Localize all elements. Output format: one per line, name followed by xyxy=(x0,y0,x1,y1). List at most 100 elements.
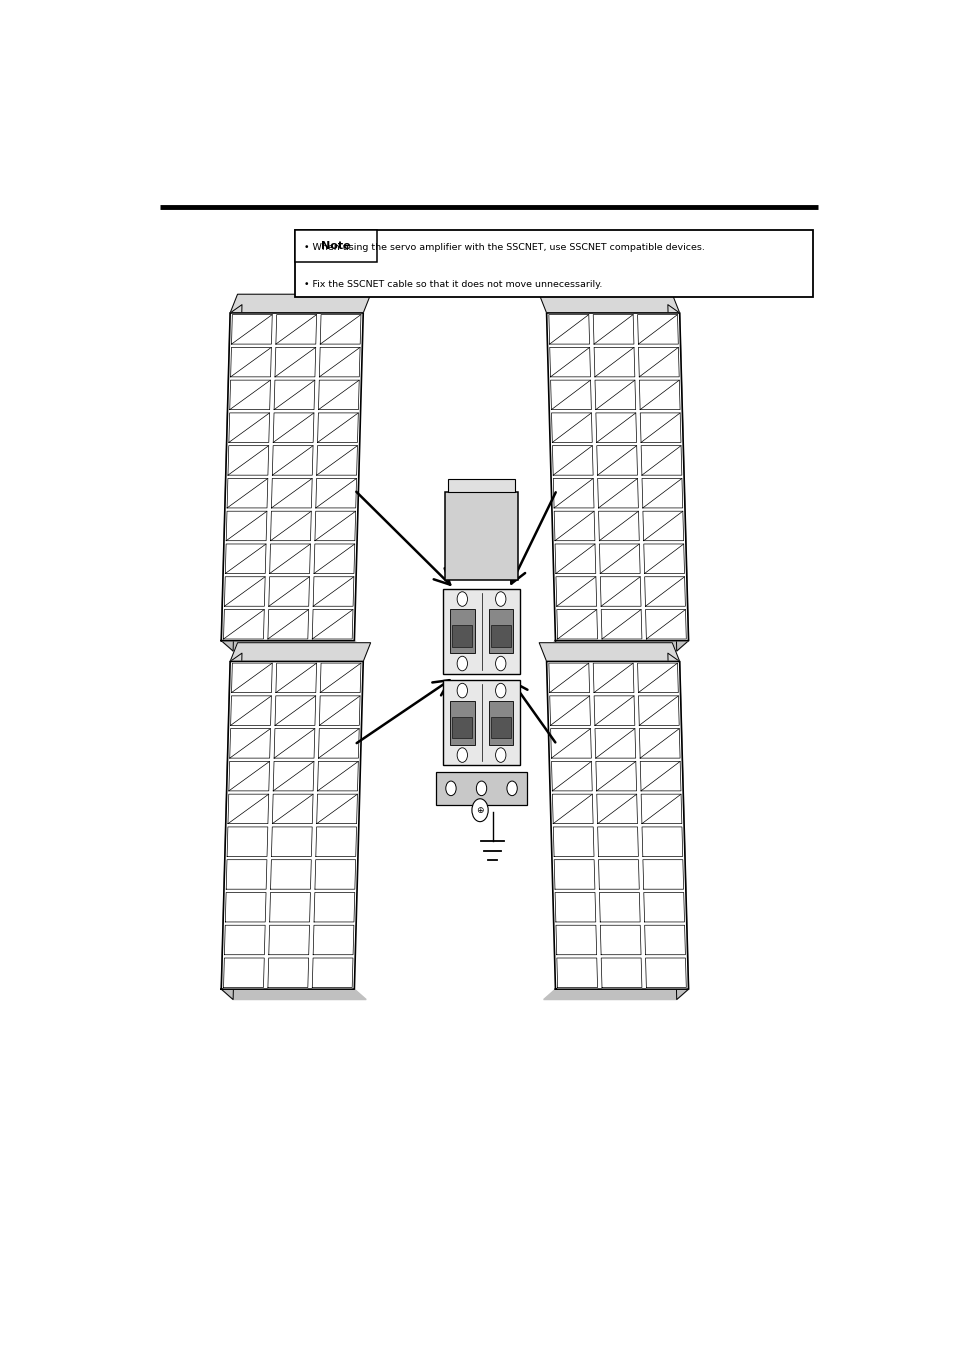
Polygon shape xyxy=(543,989,688,1000)
Polygon shape xyxy=(639,413,680,442)
Bar xyxy=(452,716,472,739)
Polygon shape xyxy=(553,478,594,508)
Polygon shape xyxy=(320,315,360,345)
Polygon shape xyxy=(639,762,680,790)
Polygon shape xyxy=(314,511,355,540)
Polygon shape xyxy=(268,958,309,988)
Polygon shape xyxy=(551,413,592,442)
Bar xyxy=(452,626,472,647)
Polygon shape xyxy=(272,794,313,824)
Circle shape xyxy=(495,657,505,671)
Polygon shape xyxy=(314,544,355,573)
Polygon shape xyxy=(642,511,683,540)
Polygon shape xyxy=(600,609,641,639)
Polygon shape xyxy=(230,380,271,409)
Polygon shape xyxy=(221,304,242,651)
Polygon shape xyxy=(315,478,356,508)
Polygon shape xyxy=(221,662,363,989)
Polygon shape xyxy=(274,347,315,377)
Polygon shape xyxy=(599,925,640,955)
Polygon shape xyxy=(270,893,310,921)
Polygon shape xyxy=(593,663,634,693)
Polygon shape xyxy=(638,347,679,377)
Polygon shape xyxy=(556,577,596,607)
Polygon shape xyxy=(639,728,679,758)
Polygon shape xyxy=(638,696,679,725)
Polygon shape xyxy=(597,827,638,857)
Polygon shape xyxy=(271,859,311,889)
Polygon shape xyxy=(274,728,314,758)
Bar xyxy=(488,609,513,653)
Polygon shape xyxy=(594,347,634,377)
Circle shape xyxy=(456,592,467,607)
Polygon shape xyxy=(641,827,682,857)
Polygon shape xyxy=(594,696,634,725)
Circle shape xyxy=(495,748,505,762)
Polygon shape xyxy=(557,958,597,988)
Polygon shape xyxy=(227,827,268,857)
Polygon shape xyxy=(645,609,685,639)
Polygon shape xyxy=(317,762,358,790)
Polygon shape xyxy=(548,315,589,345)
Polygon shape xyxy=(637,663,678,693)
Polygon shape xyxy=(597,478,638,508)
Text: Note: Note xyxy=(321,240,351,251)
Polygon shape xyxy=(271,511,311,540)
Polygon shape xyxy=(644,577,684,607)
Polygon shape xyxy=(597,794,637,824)
Polygon shape xyxy=(312,958,353,988)
Polygon shape xyxy=(221,313,363,640)
Polygon shape xyxy=(600,958,641,988)
Polygon shape xyxy=(223,609,264,639)
Polygon shape xyxy=(645,958,685,988)
Polygon shape xyxy=(224,577,265,607)
Bar xyxy=(442,589,519,674)
Polygon shape xyxy=(546,313,688,640)
Polygon shape xyxy=(640,446,681,476)
Polygon shape xyxy=(275,663,316,693)
Polygon shape xyxy=(667,653,688,1000)
Polygon shape xyxy=(227,478,268,508)
Polygon shape xyxy=(273,413,314,442)
Polygon shape xyxy=(221,653,242,1000)
Polygon shape xyxy=(229,762,270,790)
Polygon shape xyxy=(224,925,265,955)
Circle shape xyxy=(445,781,456,796)
Polygon shape xyxy=(549,696,590,725)
Polygon shape xyxy=(599,577,640,607)
Polygon shape xyxy=(598,511,639,540)
Circle shape xyxy=(495,684,505,698)
Polygon shape xyxy=(637,315,678,345)
Polygon shape xyxy=(550,380,591,409)
Polygon shape xyxy=(643,893,684,921)
Bar xyxy=(450,701,474,744)
Polygon shape xyxy=(314,859,355,889)
Polygon shape xyxy=(232,315,272,345)
Polygon shape xyxy=(641,478,682,508)
Polygon shape xyxy=(315,827,356,857)
Polygon shape xyxy=(230,728,271,758)
Polygon shape xyxy=(555,544,596,573)
Polygon shape xyxy=(228,446,269,476)
Polygon shape xyxy=(548,663,589,693)
Polygon shape xyxy=(552,794,593,824)
Bar xyxy=(450,609,474,653)
Polygon shape xyxy=(230,643,370,662)
Polygon shape xyxy=(272,446,313,476)
Polygon shape xyxy=(554,859,595,889)
Polygon shape xyxy=(644,925,684,955)
Polygon shape xyxy=(225,893,266,921)
Circle shape xyxy=(472,798,488,821)
Polygon shape xyxy=(272,478,312,508)
Polygon shape xyxy=(667,304,688,651)
Polygon shape xyxy=(320,663,360,693)
Polygon shape xyxy=(555,893,596,921)
Polygon shape xyxy=(543,640,688,651)
Circle shape xyxy=(456,748,467,762)
Polygon shape xyxy=(230,295,370,313)
Polygon shape xyxy=(546,662,688,989)
Polygon shape xyxy=(319,347,359,377)
Polygon shape xyxy=(226,859,267,889)
Bar xyxy=(442,680,519,766)
Polygon shape xyxy=(550,728,591,758)
